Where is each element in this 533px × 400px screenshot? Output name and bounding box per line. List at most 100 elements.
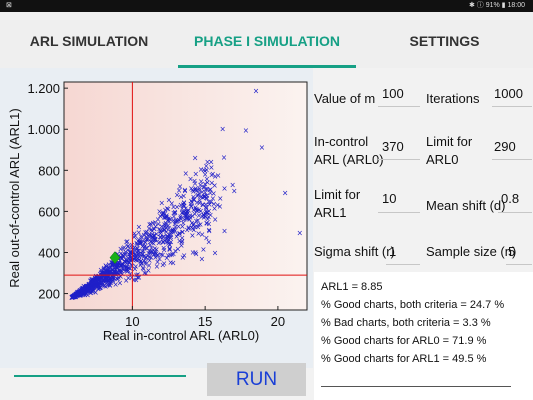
- data-point: ×: [141, 244, 147, 253]
- data-point: ×: [76, 289, 82, 298]
- data-point: ×: [104, 271, 110, 280]
- data-point: ×: [96, 280, 102, 289]
- data-point: ×: [111, 268, 117, 277]
- data-point: ×: [107, 275, 113, 284]
- data-point: ×: [86, 285, 92, 294]
- tab-phase-i-simulation[interactable]: PHASE I SIMULATION: [194, 33, 340, 49]
- data-point: ×: [70, 292, 76, 301]
- tab-settings[interactable]: SETTINGS: [409, 33, 480, 49]
- data-point: ×: [108, 268, 114, 277]
- data-point: ×: [88, 283, 94, 292]
- data-point: ×: [80, 287, 86, 296]
- data-point: ×: [75, 289, 81, 298]
- data-point: ×: [99, 274, 105, 283]
- data-point: ×: [214, 200, 220, 209]
- data-point: ×: [86, 281, 92, 290]
- data-point: ×: [109, 260, 115, 269]
- data-point: ×: [154, 262, 160, 271]
- mean-shift-field[interactable]: 0.8: [501, 191, 520, 206]
- data-point: ×: [118, 268, 124, 277]
- data-point: ×: [117, 267, 123, 276]
- data-point: ×: [118, 260, 124, 269]
- data-point: ×: [121, 265, 127, 274]
- data-point: ×: [161, 236, 167, 245]
- data-point: ×: [148, 247, 154, 256]
- data-point: ×: [84, 286, 90, 295]
- data-point: ×: [71, 292, 77, 301]
- data-point: ×: [133, 239, 139, 248]
- data-point: ×: [72, 292, 78, 301]
- arl0-field[interactable]: 370: [382, 139, 404, 154]
- data-point: ×: [164, 231, 170, 240]
- data-point: ×: [179, 238, 185, 247]
- data-point: ×: [157, 229, 163, 238]
- data-point: ×: [77, 288, 83, 297]
- data-point: ×: [71, 293, 77, 302]
- sigma-shift-field[interactable]: 1: [389, 244, 397, 259]
- data-point: ×: [94, 280, 100, 289]
- data-point: ×: [166, 214, 172, 223]
- iterations-field[interactable]: 1000: [494, 86, 523, 101]
- data-point: ×: [167, 233, 173, 242]
- data-point: ×: [139, 247, 145, 256]
- run-button[interactable]: RUN: [207, 363, 306, 396]
- data-point: ×: [123, 276, 129, 285]
- data-point: ×: [85, 287, 91, 296]
- data-point: ×: [75, 289, 81, 298]
- data-point: ×: [84, 287, 90, 296]
- data-point: ×: [90, 279, 96, 288]
- data-point: ×: [125, 254, 131, 263]
- data-point: ×: [187, 211, 193, 220]
- data-point: ×: [98, 280, 104, 289]
- data-point: ×: [81, 285, 87, 294]
- data-point: ×: [128, 260, 134, 269]
- data-point: ×: [136, 236, 142, 245]
- data-point: ×: [203, 208, 209, 217]
- plot-area: [63, 81, 308, 311]
- value-m-field[interactable]: 100: [382, 86, 404, 101]
- data-point: ×: [192, 209, 198, 218]
- data-point: ×: [191, 195, 197, 204]
- data-point: ×: [124, 258, 130, 267]
- data-point: ×: [159, 222, 165, 231]
- data-point: ×: [95, 282, 101, 291]
- data-point: ×: [99, 278, 105, 287]
- data-point: ×: [206, 206, 212, 215]
- data-point: ×: [210, 189, 216, 198]
- data-point: ×: [98, 266, 104, 275]
- data-point: ×: [179, 208, 185, 217]
- data-point: ×: [80, 288, 86, 297]
- data-point: ×: [180, 200, 186, 209]
- data-point: ×: [124, 267, 130, 276]
- data-point: ×: [86, 280, 92, 289]
- data-point: ×: [165, 216, 171, 225]
- data-point: ×: [122, 257, 128, 266]
- data-point: ×: [201, 183, 207, 192]
- data-point: ×: [89, 277, 95, 286]
- data-point: ×: [170, 227, 176, 236]
- data-point: ×: [132, 232, 138, 241]
- data-point: ×: [144, 227, 150, 236]
- data-point: ×: [168, 232, 174, 241]
- data-point: ×: [133, 262, 139, 271]
- data-point: ×: [196, 189, 202, 198]
- data-point: ×: [152, 253, 158, 262]
- data-point: ×: [82, 285, 88, 294]
- data-point: ×: [180, 228, 186, 237]
- limit-arl0-field[interactable]: 290: [494, 139, 516, 154]
- data-point: ×: [79, 288, 85, 297]
- data-point: ×: [128, 255, 134, 264]
- data-point: ×: [147, 220, 153, 229]
- data-point: ×: [157, 232, 163, 241]
- tab-arl-simulation[interactable]: ARL SIMULATION: [29, 33, 149, 49]
- data-point: ×: [152, 222, 158, 231]
- y-tick-label: 400: [38, 245, 60, 260]
- data-point: ×: [101, 273, 107, 282]
- data-point: ×: [160, 237, 166, 246]
- data-point: ×: [125, 263, 131, 272]
- data-point: ×: [166, 240, 172, 249]
- data-point: ×: [78, 288, 84, 297]
- limit-arl1-field[interactable]: 10: [382, 191, 397, 206]
- data-point: ×: [75, 289, 81, 298]
- sample-size-field[interactable]: 5: [508, 244, 516, 259]
